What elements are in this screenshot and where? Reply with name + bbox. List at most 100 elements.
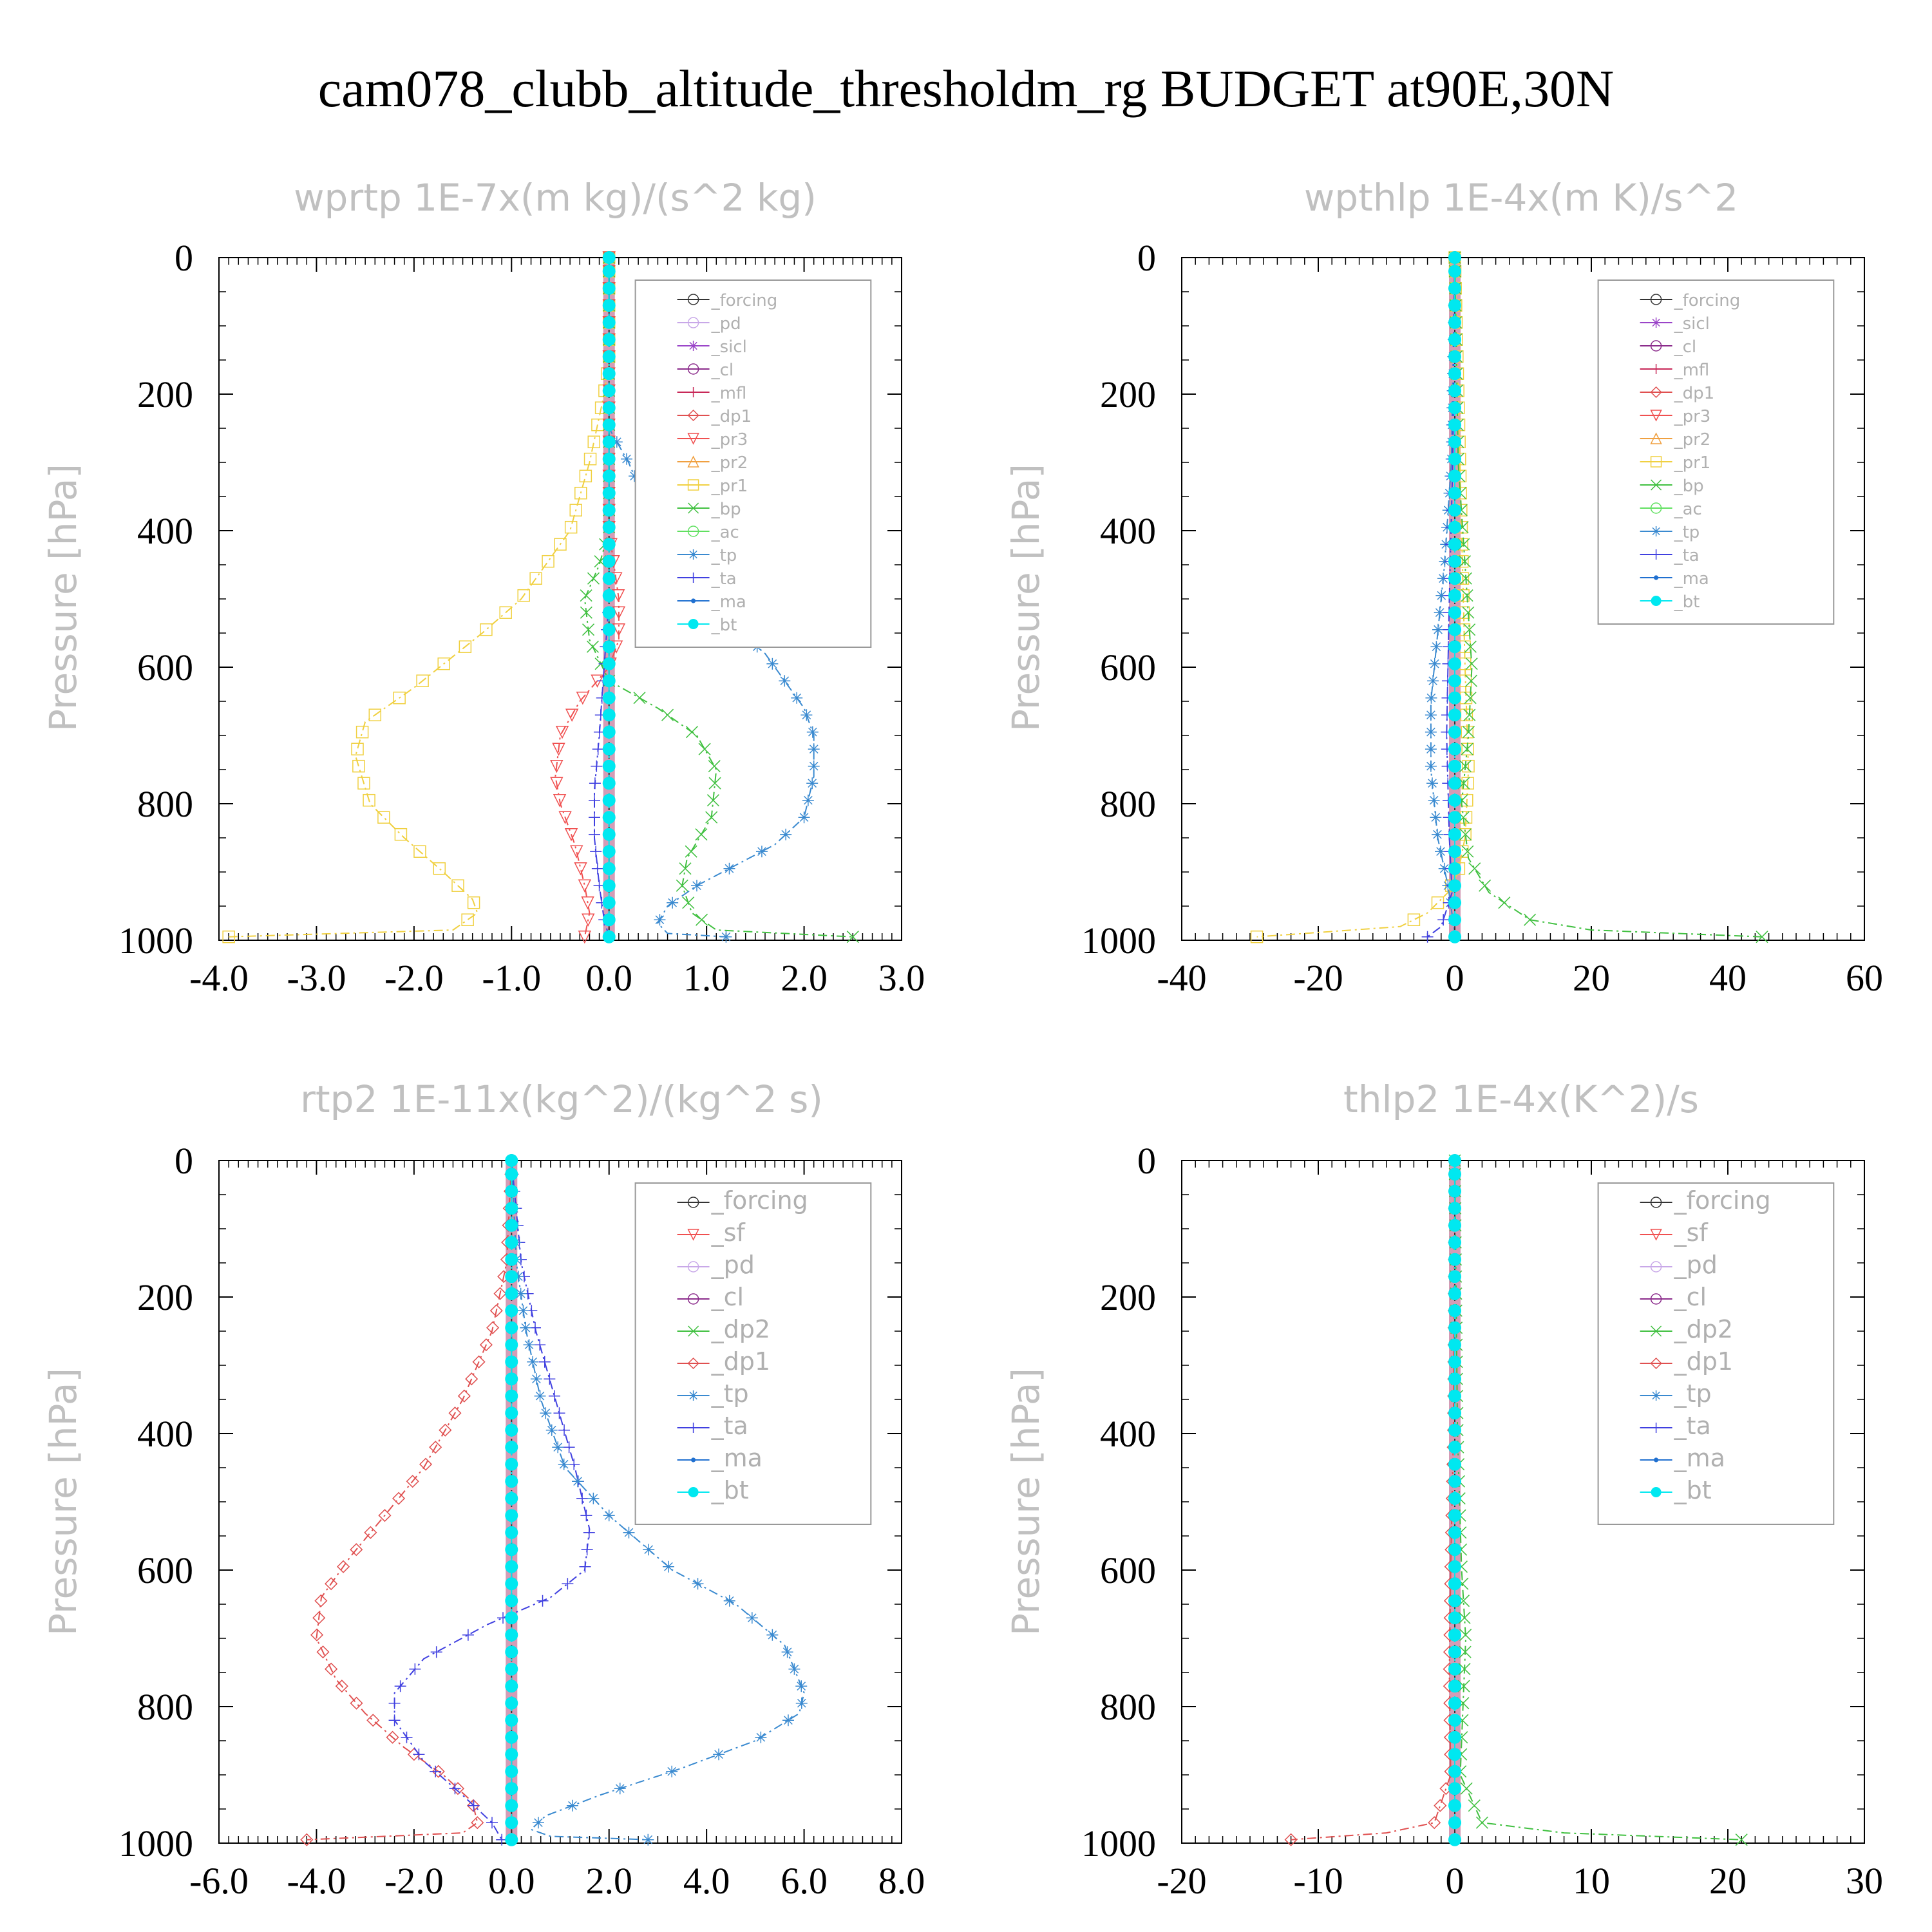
data-point bbox=[691, 880, 703, 892]
legend-item: _forcing bbox=[677, 1186, 808, 1215]
data-point bbox=[1428, 658, 1441, 670]
data-point bbox=[578, 930, 592, 944]
data-point bbox=[695, 828, 708, 841]
data-point bbox=[505, 1833, 518, 1846]
data-point bbox=[1468, 862, 1481, 875]
data-point bbox=[698, 743, 711, 755]
legend-item: _sf bbox=[677, 1218, 746, 1247]
x-tick-label: 2.0 bbox=[585, 1860, 632, 1902]
data-point bbox=[590, 846, 602, 858]
y-tick-label: 400 bbox=[137, 510, 193, 552]
data-point bbox=[316, 1645, 330, 1659]
y-tick-label: 200 bbox=[137, 1276, 193, 1318]
data-point bbox=[1448, 281, 1461, 295]
data-point bbox=[529, 572, 542, 585]
data-point bbox=[1461, 777, 1474, 790]
legend-item: _bt bbox=[677, 1476, 749, 1504]
data-point bbox=[544, 1373, 556, 1385]
data-point bbox=[517, 1305, 529, 1317]
data-point bbox=[536, 1595, 549, 1607]
data-point bbox=[1463, 623, 1476, 636]
data-point bbox=[1448, 930, 1461, 943]
data-point bbox=[581, 1544, 593, 1556]
y-axis-label: Pressure [hPa] bbox=[41, 1368, 85, 1636]
y-tick-label: 600 bbox=[1100, 1549, 1156, 1591]
data-point bbox=[565, 708, 579, 722]
data-point bbox=[430, 1646, 442, 1658]
legend-item: _mfl bbox=[1640, 361, 1709, 380]
data-point bbox=[1448, 384, 1461, 397]
y-tick-label: 1000 bbox=[1081, 1823, 1156, 1864]
data-point bbox=[579, 1560, 591, 1573]
x-tick-label: 1.0 bbox=[683, 957, 730, 999]
x-tick-label: 40 bbox=[1709, 957, 1747, 999]
legend-label: _bp bbox=[711, 500, 741, 519]
data-point bbox=[586, 640, 600, 653]
legend-label: _tp bbox=[711, 546, 737, 565]
data-point bbox=[337, 1560, 350, 1573]
data-point bbox=[505, 1560, 518, 1573]
data-point bbox=[1448, 1253, 1461, 1266]
legend-box bbox=[1597, 279, 1835, 625]
legend-item: _pd bbox=[1640, 1251, 1718, 1279]
data-point bbox=[766, 658, 779, 670]
legend-label: _dp2 bbox=[711, 1315, 770, 1343]
x-tick-label: 60 bbox=[1846, 957, 1883, 999]
data-point bbox=[1425, 692, 1437, 704]
data-point bbox=[388, 1714, 401, 1727]
data-point bbox=[781, 1646, 793, 1658]
legend-label: _dp1 bbox=[711, 407, 752, 426]
data-point bbox=[558, 811, 572, 824]
legend-label: _pd bbox=[711, 314, 741, 334]
data-point bbox=[779, 675, 791, 687]
data-point bbox=[1448, 486, 1461, 500]
data-point bbox=[1464, 674, 1477, 687]
data-point bbox=[1448, 1748, 1461, 1761]
plot-area-4: -20 -10 0 10 20 30 0 200 400 600 800 1000 _forcing _s… bbox=[1081, 1140, 1883, 1902]
x-tick-label: -3.0 bbox=[287, 957, 346, 999]
data-point bbox=[1459, 1645, 1472, 1658]
data-point bbox=[1462, 759, 1475, 773]
data-point bbox=[505, 1236, 518, 1249]
legend-item: _ta bbox=[1640, 1412, 1711, 1440]
data-point bbox=[602, 640, 616, 654]
data-point bbox=[583, 1526, 595, 1539]
data-point bbox=[587, 435, 600, 448]
legend-label: _pr3 bbox=[711, 430, 748, 450]
legend-label: _sf bbox=[1674, 1218, 1709, 1247]
data-point bbox=[457, 1389, 471, 1403]
data-point bbox=[448, 1406, 462, 1420]
data-point bbox=[723, 1595, 735, 1607]
legend-label: _bp bbox=[1674, 477, 1704, 496]
x-tick-label: -2.0 bbox=[384, 1860, 444, 1902]
data-point bbox=[1448, 316, 1461, 329]
data-point bbox=[602, 589, 616, 602]
data-point bbox=[676, 879, 688, 892]
data-point bbox=[1448, 1628, 1461, 1642]
data-point bbox=[325, 1662, 338, 1676]
data-point bbox=[602, 554, 616, 568]
data-point bbox=[629, 470, 641, 482]
legend-item: _ma bbox=[677, 592, 746, 612]
data-point bbox=[505, 1287, 518, 1300]
data-point bbox=[449, 1783, 461, 1795]
data-point bbox=[300, 1833, 314, 1846]
data-point bbox=[685, 726, 698, 739]
data-point bbox=[489, 1304, 503, 1318]
data-point bbox=[1448, 1799, 1461, 1812]
x-tick-label: 3.0 bbox=[878, 957, 925, 999]
data-point bbox=[602, 299, 616, 312]
data-point bbox=[505, 1543, 518, 1557]
y-tick-label: 600 bbox=[1100, 647, 1156, 688]
data-point bbox=[222, 930, 235, 943]
x-tick-label: 6.0 bbox=[781, 1860, 828, 1902]
data-point bbox=[532, 1817, 544, 1829]
series-line bbox=[608, 258, 815, 938]
data-point bbox=[746, 1612, 758, 1624]
data-point bbox=[512, 1271, 524, 1283]
y-tick-label: 1000 bbox=[118, 1823, 193, 1864]
series-pr1 bbox=[222, 251, 616, 943]
legend-label: _mfl bbox=[711, 384, 747, 403]
data-point bbox=[505, 1457, 518, 1471]
data-point bbox=[465, 1372, 478, 1386]
